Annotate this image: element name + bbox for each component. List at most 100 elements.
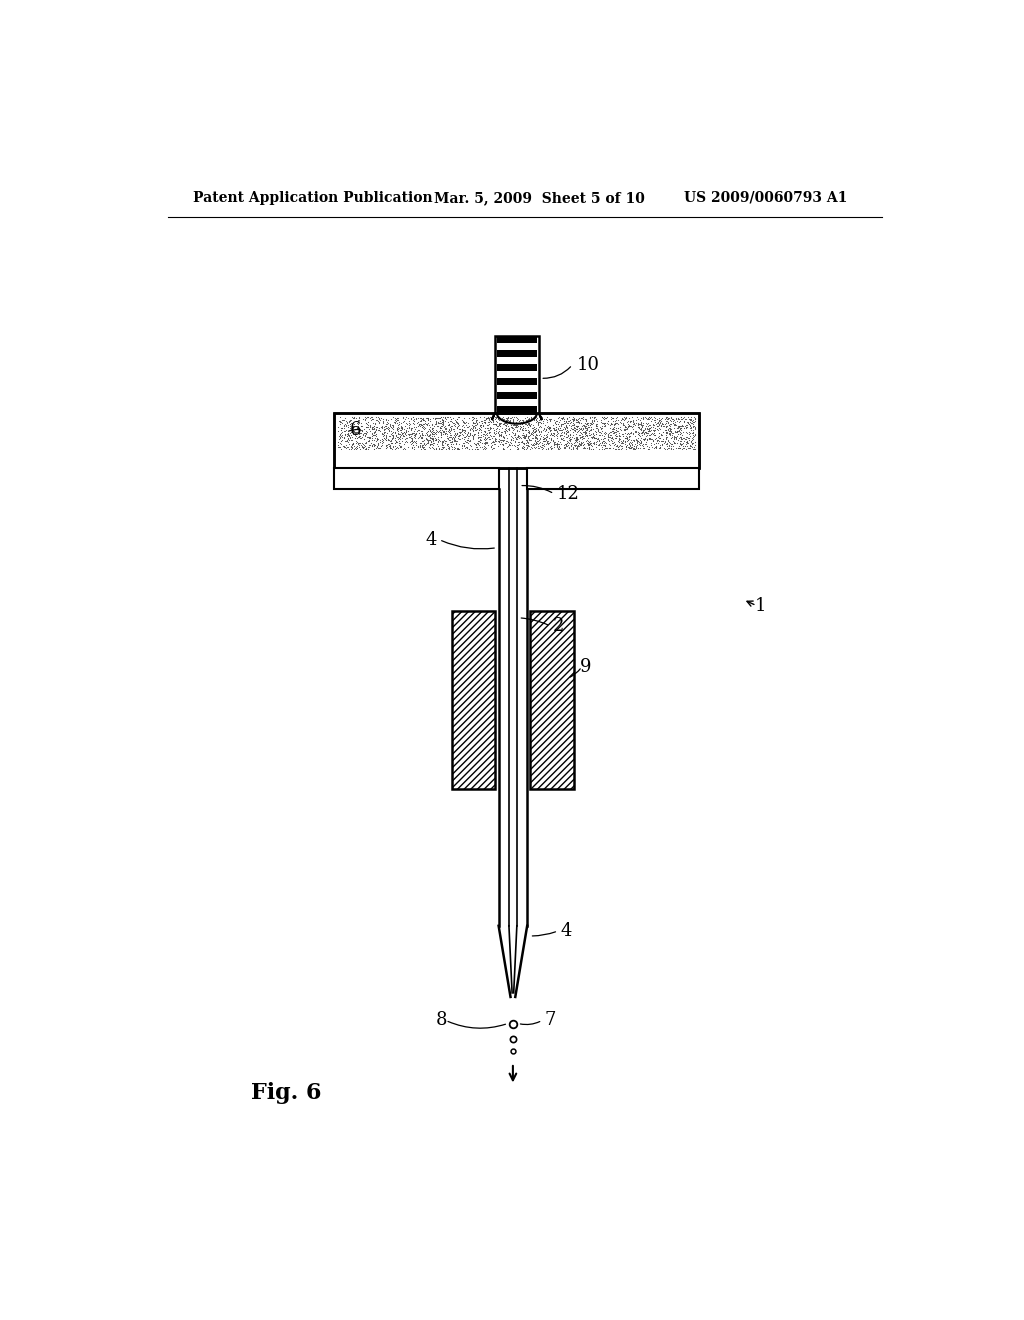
Point [622,416,638,437]
Point [376,428,392,449]
Point [454,436,470,457]
Point [419,432,435,453]
Point [569,416,586,437]
Point [605,414,622,436]
Point [511,432,527,453]
Point [485,420,502,441]
Point [422,433,438,454]
Point [642,407,658,428]
Point [473,425,489,446]
Point [379,412,395,433]
Point [482,411,499,432]
Point [330,416,346,437]
Point [642,429,658,450]
Point [652,437,669,458]
Point [476,420,493,441]
Point [381,436,397,457]
Point [603,407,620,428]
Point [433,411,450,432]
Point [603,440,620,461]
Point [647,436,664,457]
Point [676,430,692,451]
Point [384,418,400,440]
Point [537,414,553,436]
Point [395,425,412,446]
Point [384,432,400,453]
Point [410,440,426,461]
Point [420,409,436,430]
Point [586,411,602,432]
Point [583,416,599,437]
Point [536,430,552,451]
Point [562,433,579,454]
Point [518,412,535,433]
Point [449,411,465,432]
Point [566,436,583,457]
Point [631,422,647,444]
Point [582,438,598,459]
Point [496,430,512,451]
Point [490,422,507,444]
Point [561,441,578,462]
Point [397,440,414,461]
Point [401,411,418,432]
Point [545,429,561,450]
Point [464,425,480,446]
Point [532,413,549,434]
Point [362,441,379,462]
Point [610,436,627,457]
Point [490,412,507,433]
Point [578,421,594,442]
Point [631,422,647,444]
Point [512,409,528,430]
Point [669,437,685,458]
Point [466,417,482,438]
Point [404,412,421,433]
Point [482,407,499,428]
Point [651,428,668,449]
Point [520,434,537,455]
Point [546,417,562,438]
Point [428,437,444,458]
Point [525,434,542,455]
Point [497,412,513,433]
Point [425,429,441,450]
Point [516,407,532,428]
Point [334,425,350,446]
Point [676,407,692,428]
Point [563,418,580,440]
Point [452,425,468,446]
Point [600,411,616,432]
Point [658,421,675,442]
Point [456,436,472,457]
Point [590,428,606,449]
Point [404,418,421,440]
Point [651,413,668,434]
Point [625,411,641,432]
Point [340,424,356,445]
Point [369,437,385,458]
Point [571,418,588,440]
Point [539,440,555,461]
Point [436,407,453,428]
Point [521,421,538,442]
Point [657,430,674,451]
Point [548,413,564,434]
Point [516,428,532,449]
Point [332,413,348,434]
Point [554,407,570,428]
Point [388,409,404,430]
Point [462,424,478,445]
Point [569,418,586,440]
Point [616,408,633,429]
Point [449,438,465,459]
Point [519,420,536,441]
Point [605,418,622,440]
Point [525,417,542,438]
Point [594,438,610,459]
Point [581,433,597,454]
Point [577,420,593,441]
Point [389,417,406,438]
Point [650,412,667,433]
Point [391,434,408,455]
